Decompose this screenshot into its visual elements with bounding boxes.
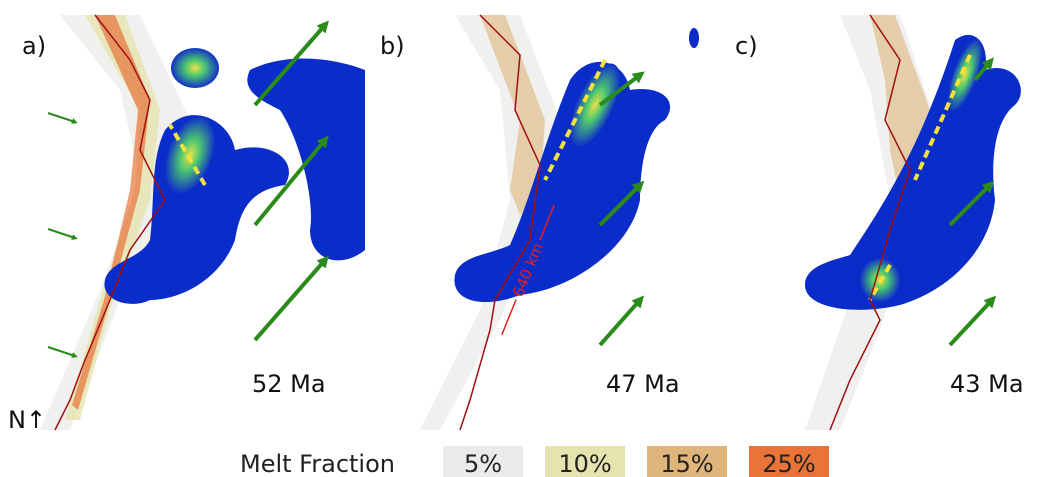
figure: a) 52 Ma N↑ 640 km b) 47 Ma bbox=[0, 0, 1052, 477]
legend-label: 25% bbox=[762, 450, 815, 477]
plume-blob bbox=[454, 62, 670, 302]
legend-label: 15% bbox=[660, 450, 713, 477]
panel-a: a) 52 Ma N↑ bbox=[8, 15, 365, 434]
panel-b: 640 km b) 47 Ma bbox=[380, 15, 699, 430]
plume-blob bbox=[689, 28, 699, 48]
legend-label: 10% bbox=[558, 450, 611, 477]
panel-label: b) bbox=[380, 32, 405, 60]
age-label: 52 Ma bbox=[252, 370, 326, 398]
panel-c: c) 43 Ma bbox=[735, 15, 1024, 430]
panel-label: c) bbox=[735, 32, 758, 60]
north-label: N↑ bbox=[8, 406, 46, 434]
legend-label: 5% bbox=[464, 450, 502, 477]
age-label: 47 Ma bbox=[606, 370, 680, 398]
legend: Melt Fraction 5% 10% 15% 25% bbox=[240, 446, 829, 477]
panel-label: a) bbox=[22, 32, 46, 60]
age-label: 43 Ma bbox=[950, 370, 1024, 398]
legend-title: Melt Fraction bbox=[240, 450, 395, 477]
plume-core bbox=[171, 48, 219, 88]
